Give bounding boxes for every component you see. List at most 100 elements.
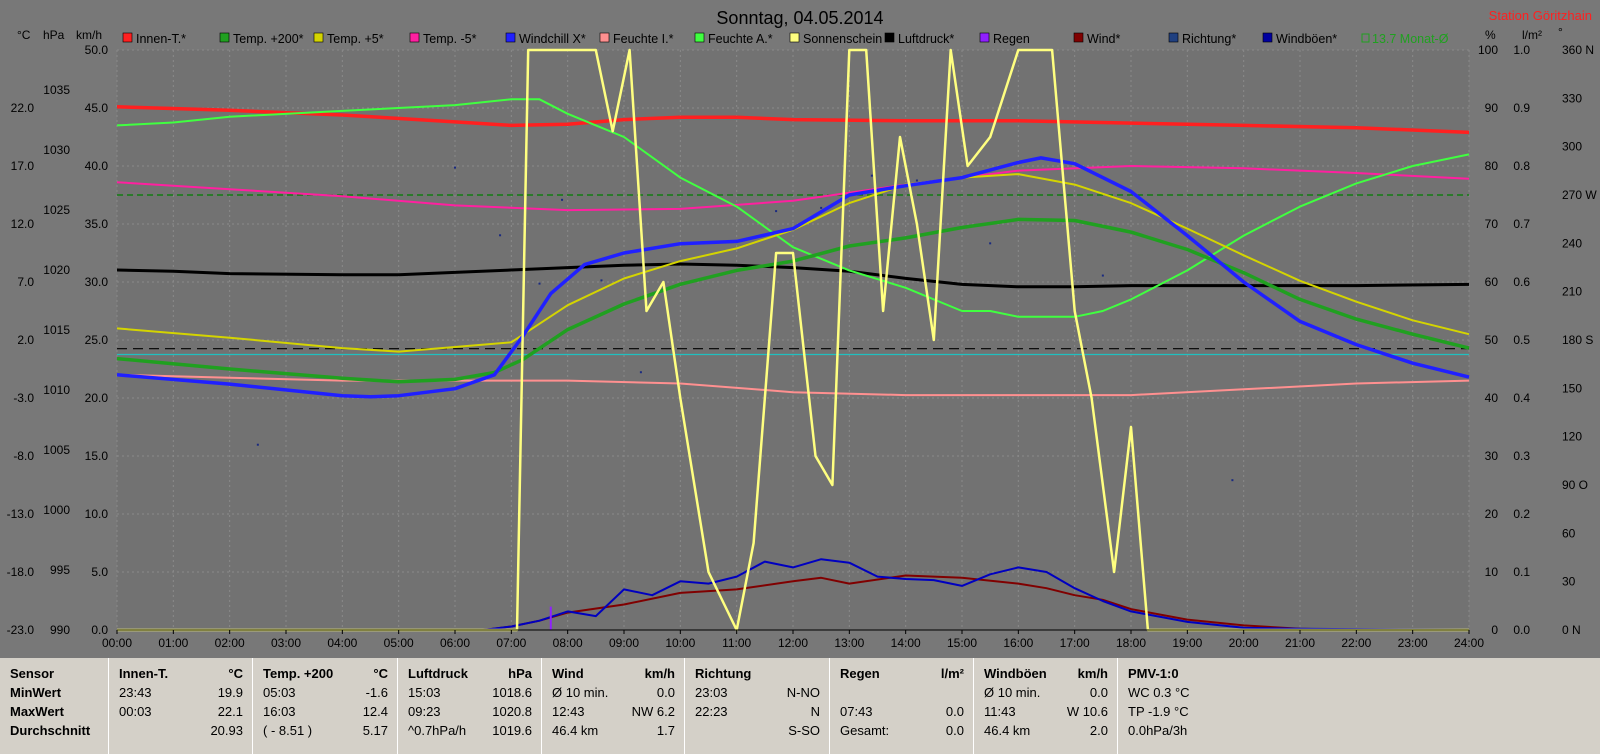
legend-swatch — [409, 32, 420, 43]
stats-cell-label: 23:43 — [119, 685, 152, 700]
stats-cell-value: l/m² — [940, 666, 964, 681]
x-tick-label: 10:00 — [665, 636, 695, 650]
axis-tick-label: 20 — [1485, 507, 1499, 521]
axis-tick-label: 0.6 — [1513, 275, 1530, 289]
stats-row: Ø 10 min. 0.0 — [542, 683, 685, 702]
axis-tick-label: 20.0 — [85, 391, 109, 405]
stats-row: MinWert — [0, 683, 108, 702]
statistics-panel: Sensor MinWert MaxWert Durchschnitt Innen-T.… — [0, 658, 1600, 754]
legend-swatch — [1361, 33, 1370, 43]
x-tick-label: 06:00 — [440, 636, 470, 650]
axis-tick-label: 120 — [1562, 430, 1582, 444]
stats-cell-label: Innen-T. — [119, 666, 169, 681]
axis-tick-label: 150 — [1562, 381, 1582, 395]
grid-lines — [116, 49, 1470, 631]
stats-cell-value: S-SO — [788, 723, 820, 738]
direction-point — [775, 210, 778, 213]
series-line — [116, 156, 1470, 399]
x-tick-label: 12:00 — [778, 636, 808, 650]
direction-point — [561, 198, 564, 201]
series-line — [116, 373, 1470, 397]
stats-cell-value: °C — [228, 666, 243, 681]
kmh-axis-label: km/h — [76, 28, 102, 42]
direction-point — [454, 166, 456, 169]
stats-column: Richtung 23:03 N-NO 22:23 N S-SO — [684, 658, 830, 754]
series-line — [116, 165, 1470, 212]
stats-cell-value: 0.0 — [656, 685, 675, 700]
stats-cell-label: ^0.7hPa/h — [408, 723, 467, 738]
axis-tick-label: 50.0 — [85, 43, 109, 57]
stats-column: Wind km/h Ø 10 min. 0.0 12:43 NW 6.2 46.4 km 1.… — [541, 658, 685, 754]
legend-swatch — [1262, 32, 1273, 43]
direction-point — [820, 206, 823, 209]
x-tick-label: 11:00 — [722, 636, 751, 650]
stats-cell-value: W 10.6 — [1066, 704, 1108, 719]
chart-title: Sonntag, 04.05.2014 — [716, 8, 883, 28]
stats-row: 15:03 1018.6 — [398, 683, 542, 702]
percent-axis-label: % — [1485, 28, 1496, 42]
stats-cell-value: 1019.6 — [492, 723, 532, 738]
stats-row: 22:23 N — [685, 702, 830, 721]
legend-label: Windchill X* — [519, 32, 586, 46]
stats-row: 0.0hPa/3h — [1118, 721, 1258, 740]
hpa-tick-label: 1005 — [43, 443, 70, 457]
axis-tick-label: 30 — [1485, 449, 1499, 463]
stats-row — [830, 683, 974, 702]
stats-row: 16:03 12.4 — [253, 702, 398, 721]
stats-header-row: Sensor — [0, 664, 108, 683]
x-tick-label: 13:00 — [834, 636, 864, 650]
hpa-tick-label: 1000 — [43, 503, 70, 517]
x-tick-label: 05:00 — [384, 636, 414, 650]
stats-cell-label: Wind — [552, 666, 584, 681]
stats-row: MaxWert — [0, 702, 108, 721]
stats-cell-label: 16:03 — [263, 704, 296, 719]
series-line — [116, 105, 1470, 135]
axis-tick-label: 0 N — [1562, 623, 1581, 637]
stats-header-row: Temp. +200 °C — [253, 664, 398, 683]
stats-cell-label: Gesamt: — [840, 723, 890, 738]
axis-tick-label: 70 — [1485, 217, 1499, 231]
stats-cell-value: 22.1 — [217, 704, 243, 719]
hpa-tick-label: 1025 — [43, 203, 70, 217]
celsius-tick-label: 17.0 — [11, 159, 35, 173]
x-tick-label: 01:00 — [158, 636, 188, 650]
stats-column: Sensor MinWert MaxWert Durchschnitt — [0, 658, 108, 754]
series-line — [116, 217, 1470, 384]
x-tick-label: 18:00 — [1116, 636, 1146, 650]
axis-tick-label: 90 — [1485, 101, 1499, 115]
legend-label: Regen — [993, 32, 1030, 46]
axis-tick-label: 40 — [1485, 391, 1499, 405]
legend-swatch — [122, 32, 133, 43]
stats-cell-value: 1.7 — [656, 723, 675, 738]
direction-axis-label: ° — [1558, 25, 1563, 39]
celsius-tick-label: -8.0 — [13, 449, 34, 463]
hpa-tick-label: 1010 — [43, 383, 70, 397]
stats-row: 46.4 km 1.7 — [542, 721, 685, 740]
legend-label: Luftdruck* — [898, 32, 954, 46]
x-tick-label: 09:00 — [609, 636, 639, 650]
axis-tick-label: 0.2 — [1513, 507, 1530, 521]
stats-cell-label: 09:23 — [408, 704, 441, 719]
stats-column: PMV-1:0 WC 0.3 °C TP -1.9 °C 0.0hPa/3h — [1117, 658, 1258, 754]
direction-point — [600, 279, 603, 282]
stats-cell-label: 00:03 — [119, 704, 152, 719]
legend-swatch — [694, 32, 705, 43]
stats-cell-label: Ø 10 min. — [552, 685, 609, 700]
celsius-tick-label: 12.0 — [11, 217, 35, 231]
stats-column: Luftdruck hPa 15:03 1018.6 09:23 1020.8 ^0.7hP… — [397, 658, 542, 754]
axis-tick-label: 80 — [1485, 159, 1499, 173]
x-tick-label: 23:00 — [1398, 636, 1428, 650]
stats-row: S-SO — [685, 721, 830, 740]
axis-tick-label: 0 — [1491, 623, 1498, 637]
axis-tick-label: 180 S — [1562, 333, 1593, 347]
direction-points — [256, 166, 1234, 482]
direction-point — [256, 443, 259, 446]
stats-cell-label: 07:43 — [840, 704, 873, 719]
station-label: Station Göritzhain — [1489, 8, 1592, 23]
stats-header-row: Richtung — [685, 664, 830, 683]
stats-row: Ø 10 min. 0.0 — [974, 683, 1118, 702]
direction-point — [538, 282, 541, 285]
legend-label: Innen-T.* — [136, 32, 186, 46]
stats-row: ( - 8.51 ) 5.17 — [253, 721, 398, 740]
hpa-tick-label: 1020 — [43, 263, 70, 277]
